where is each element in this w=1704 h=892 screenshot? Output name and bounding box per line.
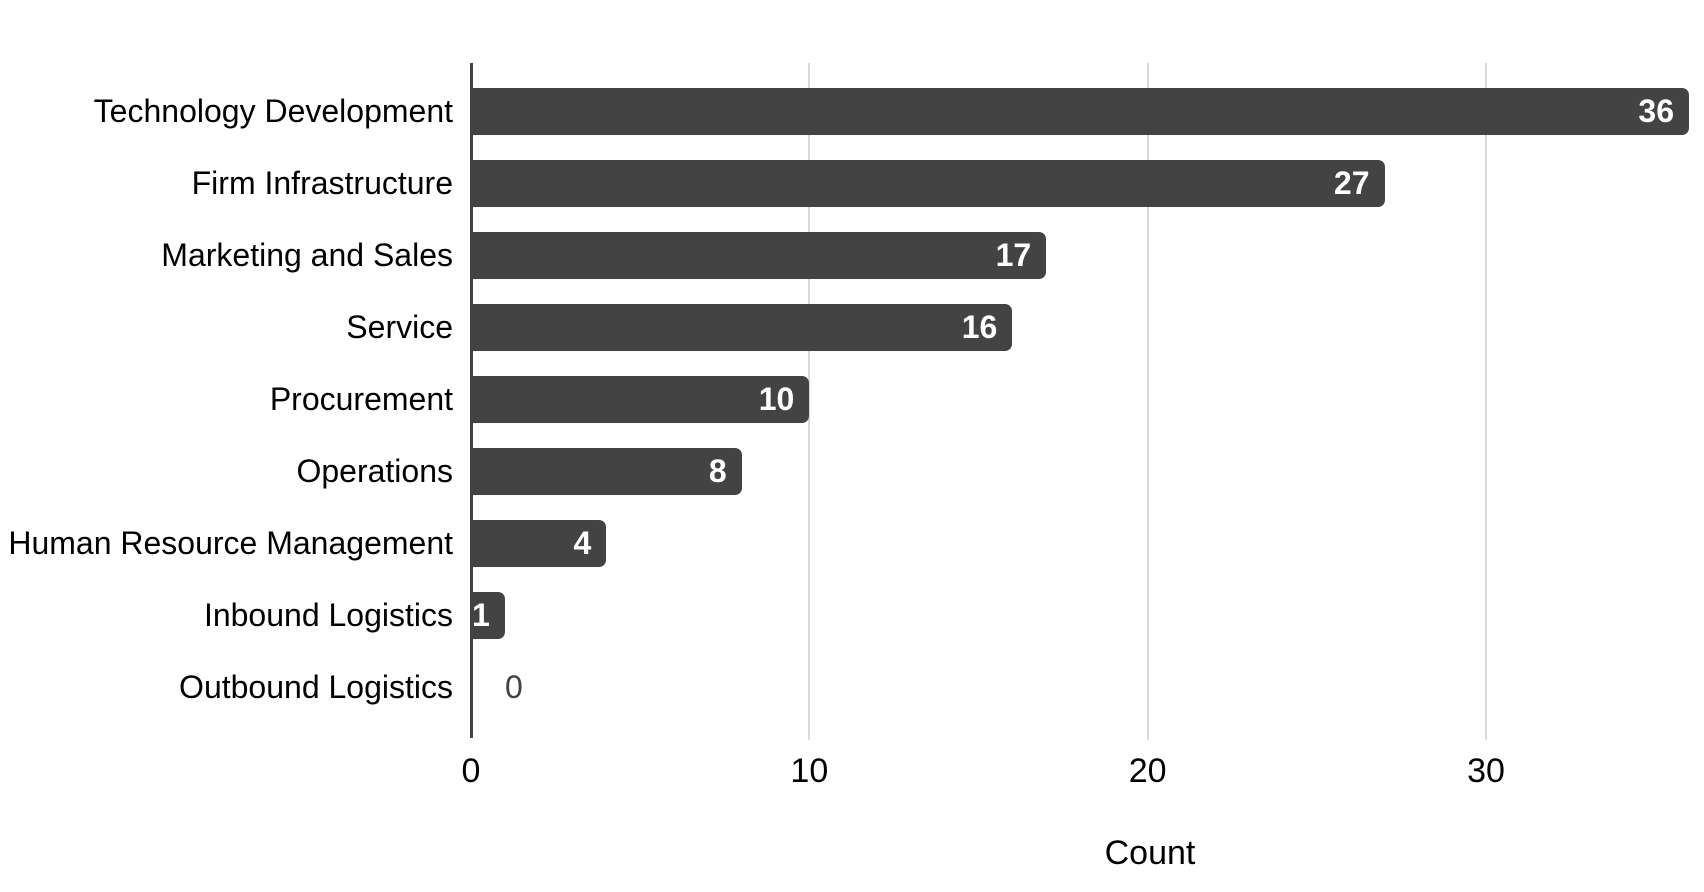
- bar: 36: [471, 87, 1689, 135]
- bar-track: 10: [471, 375, 1689, 423]
- bar-value-label: 36: [1638, 93, 1674, 129]
- bar: 1: [471, 591, 505, 639]
- bar-row: Operations 8: [0, 435, 1689, 507]
- bar-value-label: 16: [961, 309, 998, 345]
- bar: 10: [471, 375, 810, 423]
- category-label: Procurement: [269, 380, 453, 417]
- category-label: Service: [346, 308, 453, 345]
- gridline-30: [1485, 63, 1487, 740]
- bar: 8: [471, 447, 742, 495]
- bar: 27: [471, 159, 1385, 207]
- category-label: Inbound Logistics: [203, 596, 453, 633]
- category-label: Firm Infrastructure: [191, 164, 453, 201]
- bar-track: 27: [471, 159, 1689, 207]
- x-tick-label: 0: [461, 752, 481, 790]
- bar: 0: [471, 664, 1689, 711]
- bar-value-label: 10: [758, 381, 795, 417]
- x-tick-label: 30: [1467, 752, 1505, 790]
- bar: 17: [471, 231, 1047, 279]
- bar-row: Inbound Logistics 1: [0, 579, 1689, 651]
- bar-track: 17: [471, 231, 1689, 279]
- category-label: Operations: [296, 452, 453, 489]
- x-tick-label: 20: [1128, 752, 1167, 790]
- bar-row: Technology Development 36: [0, 75, 1689, 147]
- bar-row: Procurement 10: [0, 363, 1689, 435]
- category-label: Marketing and Sales: [161, 236, 453, 273]
- chart-rows: Technology Development 36 Firm Infrastru…: [0, 75, 1689, 723]
- bar-track: 16: [471, 303, 1689, 351]
- bar-track: 4: [471, 519, 1689, 567]
- bar-value-label: 4: [573, 525, 592, 561]
- category-label: Technology Development: [93, 92, 453, 129]
- bar-value-label: 8: [708, 453, 727, 489]
- bar-track: 1: [471, 591, 1689, 639]
- bar-track: 36: [471, 87, 1689, 135]
- category-label: Outbound Logistics: [179, 668, 453, 705]
- bar-value-label: 27: [1333, 165, 1370, 201]
- bar-row: Outbound Logistics 0: [0, 651, 1689, 723]
- bar-value-label: 17: [995, 237, 1032, 273]
- bar-track: 0: [471, 664, 1689, 711]
- bar-track: 8: [471, 447, 1689, 495]
- x-axis-title: Count: [1104, 834, 1196, 872]
- bar-row: Service 16: [0, 291, 1689, 363]
- bar-row: Human Resource Management 4: [0, 507, 1689, 579]
- gridline-20: [1146, 63, 1149, 740]
- x-axis-tick-labels: 0 10 20 30: [462, 750, 1689, 792]
- bar-value-label: 1: [472, 597, 490, 633]
- bar-row: Firm Infrastructure 27: [0, 147, 1689, 219]
- bar: 4: [471, 519, 607, 567]
- bar-row: Marketing and Sales 17: [0, 219, 1689, 291]
- gridline-10: [808, 63, 811, 740]
- category-label: Human Resource Management: [8, 524, 453, 561]
- x-tick-label: 10: [790, 752, 829, 790]
- bar-value-label: 0: [505, 669, 523, 705]
- bar: 16: [471, 303, 1013, 351]
